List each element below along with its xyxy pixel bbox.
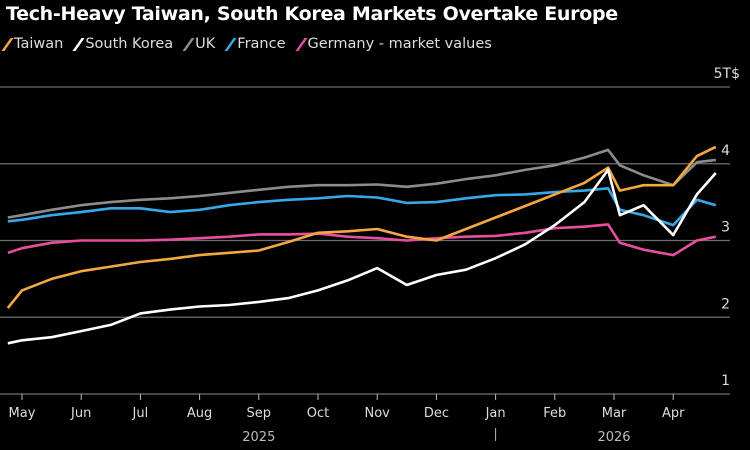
year-label-2026: 2026 bbox=[597, 430, 630, 445]
chart-title: Tech-Heavy Taiwan, South Korea Markets O… bbox=[6, 3, 618, 25]
series-line-france bbox=[7, 187, 717, 227]
x-tick-label: May bbox=[9, 406, 36, 421]
series-line-germany bbox=[7, 223, 717, 257]
x-tick-label: Jun bbox=[70, 406, 91, 421]
y-tick-label: 1 bbox=[721, 373, 730, 389]
series-line-south-korea bbox=[7, 168, 717, 345]
y-tick-label: 4 bbox=[721, 143, 730, 159]
y-tick-label: 3 bbox=[721, 220, 730, 236]
x-tick-label: Nov bbox=[365, 406, 391, 421]
x-tick-label: Oct bbox=[307, 406, 329, 421]
y-tick-label: 2 bbox=[721, 296, 730, 312]
x-tick-label: Jan bbox=[485, 406, 506, 421]
legend-item-taiwan: Taiwan bbox=[1, 36, 64, 52]
legend-item-germany: Germany - market values bbox=[294, 36, 492, 52]
legend-item-uk: UK bbox=[182, 36, 216, 52]
legend-label: South Korea bbox=[85, 36, 174, 52]
x-tick-label: Mar bbox=[602, 406, 627, 421]
x-tick-label: Aug bbox=[187, 406, 212, 421]
legend-item-france: France bbox=[224, 36, 286, 52]
x-tick-label: Apr bbox=[662, 406, 685, 421]
x-tick-label: Sep bbox=[247, 406, 272, 421]
legend-label: Taiwan bbox=[14, 36, 64, 52]
year-label-2025: 2025 bbox=[242, 430, 275, 445]
series-line-taiwan bbox=[6, 145, 717, 309]
x-tick-label: Jul bbox=[132, 406, 149, 421]
series-line-uk bbox=[7, 148, 716, 219]
y-tick-label: 5T$ bbox=[714, 66, 740, 82]
legend-item-south-korea: South Korea bbox=[72, 36, 174, 52]
x-tick-label: Feb bbox=[543, 406, 566, 421]
legend-label: Germany - market values bbox=[307, 36, 492, 52]
legend-label: France bbox=[237, 36, 286, 52]
legend: Taiwan South Korea UK France Germany - marke… bbox=[1, 36, 492, 52]
legend-label: UK bbox=[195, 36, 216, 52]
x-tick-label: Dec bbox=[424, 406, 449, 421]
